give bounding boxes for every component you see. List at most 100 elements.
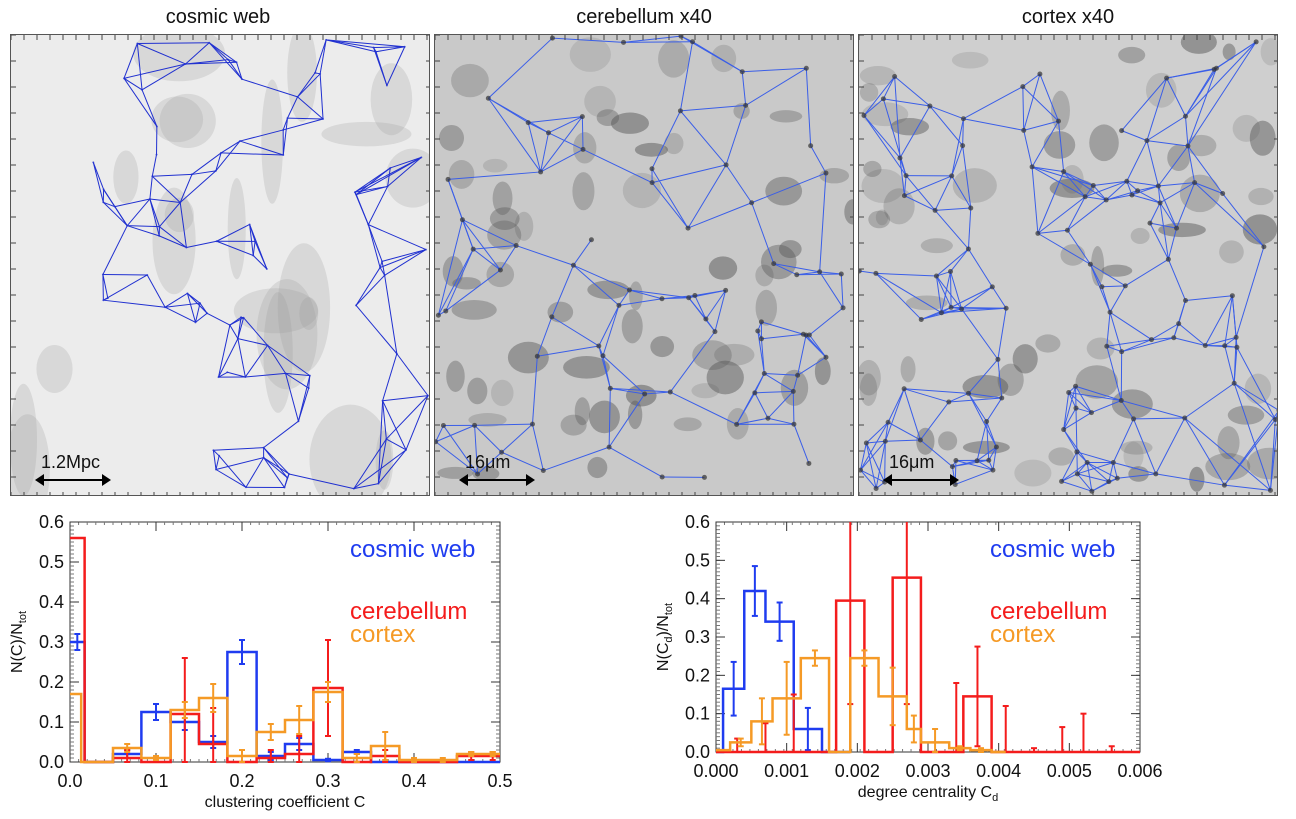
network-node <box>807 332 812 337</box>
texture-blob <box>321 122 411 147</box>
network-node <box>948 269 953 274</box>
texture-blob <box>626 385 657 407</box>
texture-blob <box>483 159 508 173</box>
network-node <box>1056 119 1061 124</box>
x-tick-label: 0.000 <box>693 761 738 781</box>
network-node <box>580 114 585 119</box>
network-node <box>549 314 554 319</box>
texture-blob <box>628 400 642 429</box>
network-node <box>1104 344 1109 349</box>
network-node <box>164 306 166 308</box>
network-node <box>425 249 427 251</box>
network-node <box>107 297 109 299</box>
network-node <box>1004 306 1009 311</box>
network-node <box>149 198 151 200</box>
y-tick-label: 0.2 <box>39 672 64 692</box>
texture-blob <box>1248 188 1273 205</box>
network-node <box>1192 180 1197 185</box>
network-node <box>267 344 269 346</box>
network-node <box>861 113 866 118</box>
network-node <box>1144 138 1149 143</box>
network-node <box>759 319 764 324</box>
network-node <box>384 274 386 276</box>
panel-title-cortex: cortex x40 <box>858 6 1278 29</box>
texture-blob <box>1146 73 1177 108</box>
network-node <box>1176 321 1181 326</box>
network-node <box>1203 343 1208 348</box>
network-node <box>883 439 888 444</box>
network-node <box>1073 384 1078 389</box>
texture-blob <box>755 265 773 287</box>
texture-blob <box>451 64 489 97</box>
network-node <box>254 240 256 242</box>
texture-blob <box>779 240 802 258</box>
texture-blob <box>863 161 881 177</box>
texture-blob <box>756 290 777 326</box>
network-node <box>1234 335 1239 340</box>
network-node <box>443 308 448 313</box>
network-node <box>692 293 697 298</box>
network-node <box>427 395 429 397</box>
network-node <box>382 400 384 402</box>
network-node <box>902 386 907 391</box>
network-node <box>237 338 239 340</box>
texture-blob <box>1205 453 1250 480</box>
network-node <box>245 486 247 488</box>
network-node <box>375 51 377 53</box>
texture-blob <box>629 281 643 310</box>
network-node <box>823 171 828 176</box>
network-node <box>266 268 268 270</box>
texture-blob <box>1245 374 1271 404</box>
y-tick-label: 0.2 <box>685 665 710 685</box>
network-node <box>571 263 576 268</box>
network-node <box>791 422 796 427</box>
network-node <box>755 328 760 333</box>
texture-blob <box>1131 228 1150 244</box>
network-node <box>897 155 902 160</box>
network-node <box>146 274 148 276</box>
texture-blob <box>486 262 514 287</box>
network-node <box>325 39 327 41</box>
texture-blob <box>1087 338 1115 360</box>
y-tick-label: 0.5 <box>685 550 710 570</box>
texture-blob <box>658 40 689 78</box>
network-node <box>1059 479 1064 484</box>
network-node <box>236 61 238 63</box>
network-node <box>1135 188 1140 193</box>
network-node <box>752 390 757 395</box>
network-node <box>158 226 160 228</box>
network-edge <box>624 42 693 43</box>
network-node <box>1220 191 1225 196</box>
network-node <box>1149 337 1154 342</box>
network-node <box>817 269 822 274</box>
network-node <box>151 175 153 177</box>
network-node <box>226 371 228 373</box>
y-axis-label-text: )/N <box>655 615 672 636</box>
cosmic-web-image: 1.2Mpc <box>10 34 430 496</box>
network-node <box>902 193 907 198</box>
network-node <box>1021 128 1026 133</box>
y-tick-label: 0.1 <box>685 704 710 724</box>
texture-blob <box>1228 406 1265 425</box>
network-node <box>541 468 546 473</box>
network-node <box>263 457 265 459</box>
texture-blob <box>446 361 465 392</box>
network-node <box>1119 128 1124 133</box>
texture-blob <box>1128 466 1148 482</box>
texture-blob <box>901 356 916 382</box>
network-node <box>808 143 813 148</box>
texture-blob <box>491 380 514 406</box>
network-node <box>949 305 954 310</box>
texture-blob <box>1219 240 1244 263</box>
network-node <box>1123 283 1128 288</box>
network-node <box>1254 39 1259 44</box>
network-node <box>102 299 104 301</box>
network-node <box>1075 471 1080 476</box>
texture-blob <box>561 415 587 436</box>
network-node <box>420 156 422 158</box>
network-node <box>839 272 844 277</box>
network-node <box>801 332 806 337</box>
texture-blob <box>674 417 702 431</box>
network-node <box>990 468 995 473</box>
network-node <box>208 42 210 44</box>
